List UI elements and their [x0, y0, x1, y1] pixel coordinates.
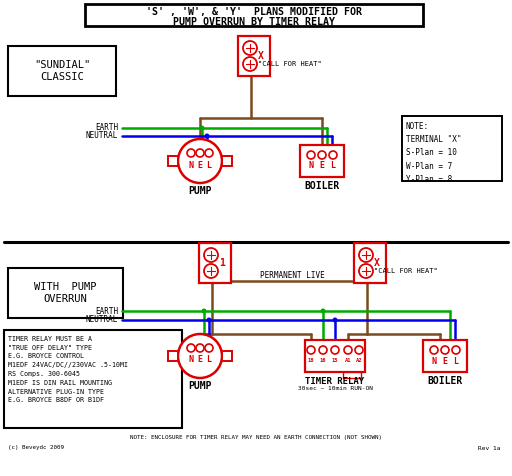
- Text: 16: 16: [320, 358, 326, 364]
- Text: NOTE: ENCLOSURE FOR TIMER RELAY MAY NEED AN EARTH CONNECTION (NOT SHOWN): NOTE: ENCLOSURE FOR TIMER RELAY MAY NEED…: [130, 436, 382, 440]
- Text: NEUTRAL: NEUTRAL: [86, 316, 118, 325]
- Text: BOILER: BOILER: [304, 181, 339, 191]
- Circle shape: [329, 151, 337, 159]
- Circle shape: [332, 317, 337, 323]
- Circle shape: [187, 149, 195, 157]
- Bar: [300, 145, 344, 177]
- Text: E: E: [442, 357, 447, 366]
- Text: TIMER RELAY MUST BE A
"TRUE OFF DELAY" TYPE
E.G. BROYCE CONTROL
M1EDF 24VAC/DC//: TIMER RELAY MUST BE A "TRUE OFF DELAY" T…: [8, 336, 128, 403]
- Circle shape: [204, 133, 209, 139]
- Text: PUMP: PUMP: [188, 381, 212, 391]
- Text: "CALL FOR HEAT": "CALL FOR HEAT": [374, 268, 438, 274]
- Text: L: L: [206, 160, 211, 169]
- Bar: [343, 372, 361, 378]
- Bar: [85, 4, 423, 26]
- Text: BOILER: BOILER: [428, 376, 463, 386]
- Circle shape: [359, 248, 373, 262]
- Text: L: L: [454, 357, 459, 366]
- Circle shape: [200, 126, 204, 130]
- Circle shape: [430, 346, 438, 354]
- Text: PUMP: PUMP: [188, 186, 212, 196]
- Bar: [222, 156, 232, 166]
- Circle shape: [321, 308, 326, 314]
- Circle shape: [441, 346, 449, 354]
- Bar: [402, 116, 502, 181]
- Text: E: E: [198, 160, 203, 169]
- Bar: [168, 351, 178, 361]
- Circle shape: [196, 344, 204, 352]
- Text: 'S' , 'W', & 'Y'  PLANS MODIFIED FOR: 'S' , 'W', & 'Y' PLANS MODIFIED FOR: [146, 7, 362, 17]
- Text: PERMANENT LIVE: PERMANENT LIVE: [260, 271, 325, 280]
- Circle shape: [204, 248, 218, 262]
- Text: 1: 1: [219, 258, 225, 268]
- Circle shape: [178, 139, 222, 183]
- Bar: [4, 330, 182, 428]
- Circle shape: [319, 346, 327, 354]
- Circle shape: [318, 151, 326, 159]
- Text: NOTE:
TERMINAL "X"
S-Plan = 10
W-Plan = 7
Y-Plan = 8: NOTE: TERMINAL "X" S-Plan = 10 W-Plan = …: [406, 122, 461, 184]
- Text: "CALL FOR HEAT": "CALL FOR HEAT": [258, 61, 322, 67]
- Text: 30sec ~ 10min RUN-ON: 30sec ~ 10min RUN-ON: [297, 387, 373, 391]
- Text: 18: 18: [308, 358, 314, 364]
- Circle shape: [204, 264, 218, 278]
- Text: PUMP OVERRUN BY TIMER RELAY: PUMP OVERRUN BY TIMER RELAY: [173, 17, 335, 27]
- Text: L: L: [331, 161, 335, 170]
- Circle shape: [359, 264, 373, 278]
- Circle shape: [243, 41, 257, 55]
- Text: N: N: [188, 356, 194, 365]
- Circle shape: [196, 149, 204, 157]
- Text: EARTH: EARTH: [95, 123, 118, 132]
- Text: X: X: [258, 51, 264, 61]
- Circle shape: [178, 334, 222, 378]
- Circle shape: [344, 346, 352, 354]
- Circle shape: [243, 57, 257, 71]
- Text: EARTH: EARTH: [95, 307, 118, 316]
- Circle shape: [331, 346, 339, 354]
- Bar: [238, 36, 270, 76]
- Text: X: X: [374, 258, 380, 268]
- Circle shape: [205, 149, 213, 157]
- Circle shape: [206, 317, 211, 323]
- Bar: [8, 268, 123, 318]
- Text: 15: 15: [332, 358, 338, 364]
- Text: N: N: [432, 357, 437, 366]
- Text: A1: A1: [345, 358, 351, 364]
- Text: A2: A2: [356, 358, 362, 364]
- Bar: [423, 340, 467, 372]
- Text: E: E: [198, 356, 203, 365]
- Bar: [222, 351, 232, 361]
- Circle shape: [452, 346, 460, 354]
- Circle shape: [187, 344, 195, 352]
- Text: NEUTRAL: NEUTRAL: [86, 131, 118, 140]
- Circle shape: [205, 344, 213, 352]
- Text: Rev 1a: Rev 1a: [478, 446, 500, 450]
- Text: E: E: [319, 161, 325, 170]
- Text: N: N: [188, 160, 194, 169]
- Bar: [168, 156, 178, 166]
- Circle shape: [307, 151, 315, 159]
- Circle shape: [307, 346, 315, 354]
- Text: TIMER RELAY: TIMER RELAY: [306, 377, 365, 386]
- Text: N: N: [309, 161, 313, 170]
- Bar: [8, 46, 116, 96]
- Bar: [354, 243, 386, 283]
- Circle shape: [202, 308, 206, 314]
- Text: WITH  PUMP
OVERRUN: WITH PUMP OVERRUN: [34, 282, 96, 304]
- Bar: [199, 243, 231, 283]
- Bar: [305, 340, 365, 372]
- Text: "SUNDIAL"
CLASSIC: "SUNDIAL" CLASSIC: [34, 60, 90, 82]
- Circle shape: [355, 346, 363, 354]
- Text: (c) Beveydc 2009: (c) Beveydc 2009: [8, 446, 64, 450]
- Text: L: L: [206, 356, 211, 365]
